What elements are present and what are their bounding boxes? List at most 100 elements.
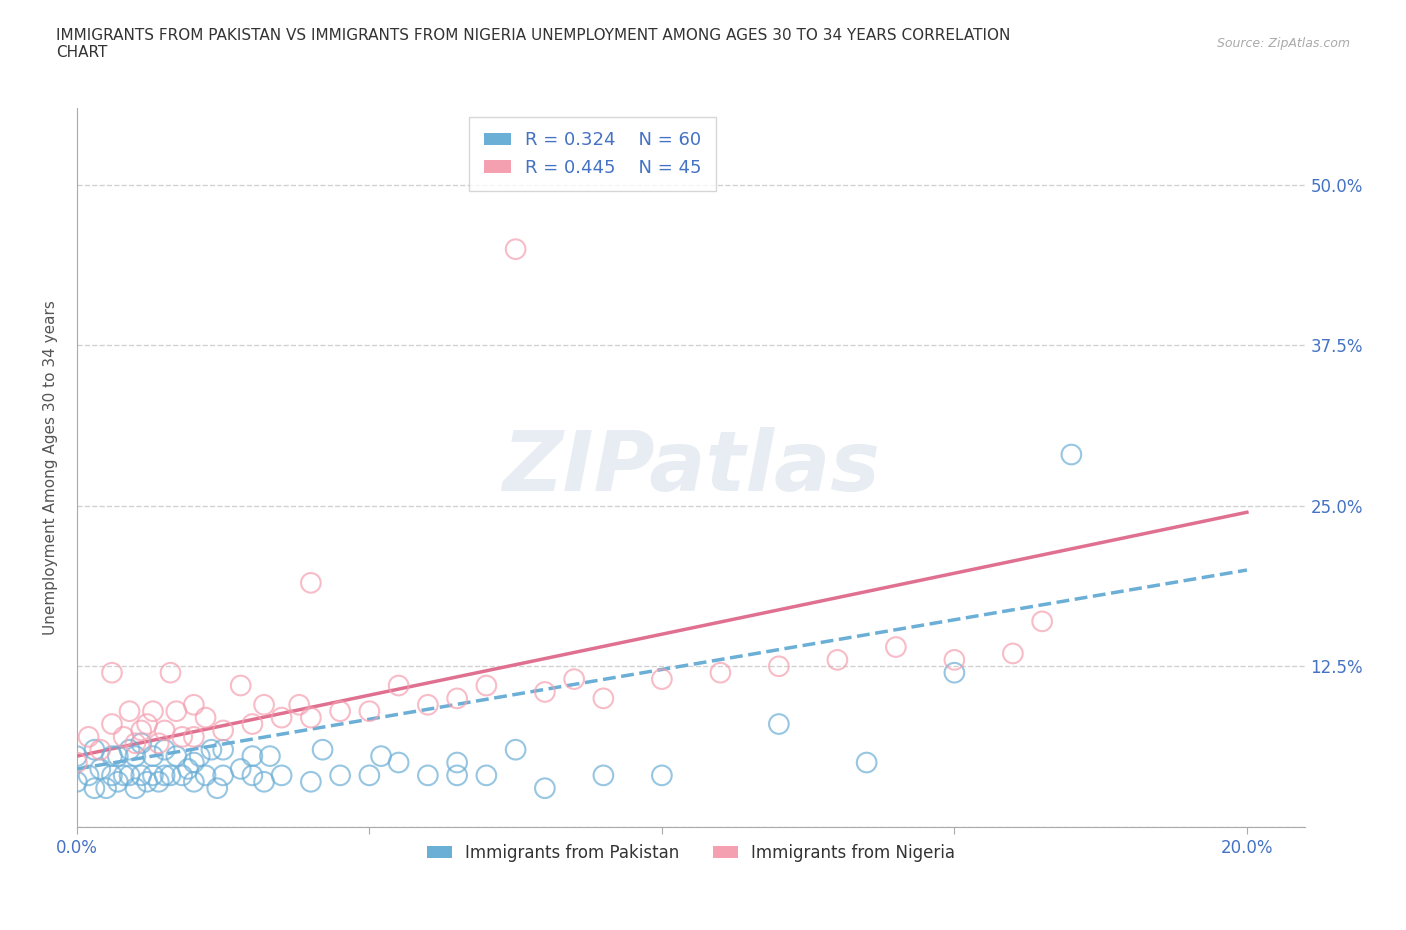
Point [66,755,89,770]
Point [200,742,222,757]
Point [288,698,311,712]
Point [592,768,614,783]
Point [270,768,292,783]
Point [165,704,187,719]
Point [101,749,124,764]
Point [66,775,89,790]
Text: ZIPatlas: ZIPatlas [502,427,880,508]
Point [83,742,105,757]
Point [359,704,381,719]
Point [153,723,176,737]
Point [101,717,124,732]
Point [77,729,100,744]
Point [94,781,117,796]
Point [89,742,111,757]
Y-axis label: Unemployment Among Ages 30 to 34 years: Unemployment Among Ages 30 to 34 years [44,299,58,635]
Point [153,742,176,757]
Point [370,749,392,764]
Point [259,749,281,764]
Point [534,781,557,796]
Point [651,768,673,783]
Point [194,768,217,783]
Point [299,576,322,591]
Point [188,749,211,764]
Point [101,665,124,680]
Point [768,717,790,732]
Point [562,671,585,686]
Point [118,742,141,757]
Point [212,723,235,737]
Point [183,775,205,790]
Point [118,704,141,719]
Point [446,768,468,783]
Point [153,768,176,783]
Point [446,755,468,770]
Point [136,717,159,732]
Point [177,762,200,777]
Point [240,717,263,732]
Point [207,781,229,796]
Point [299,711,322,725]
Point [148,736,170,751]
Point [943,665,966,680]
Point [416,768,439,783]
Point [229,762,252,777]
Point [101,768,124,783]
Point [112,729,135,744]
Point [388,755,411,770]
Point [183,755,205,770]
Point [270,711,292,725]
Point [129,736,152,751]
Point [768,658,790,673]
Point [709,665,731,680]
Point [183,698,205,712]
Point [172,768,194,783]
Point [107,749,129,764]
Point [159,768,181,783]
Point [943,653,966,668]
Point [299,775,322,790]
Point [136,775,159,790]
Point [240,768,263,783]
Point [253,698,276,712]
Point [77,768,100,783]
Point [194,711,217,725]
Point [142,768,165,783]
Point [124,749,146,764]
Point [651,671,673,686]
Point [124,781,146,796]
Text: IMMIGRANTS FROM PAKISTAN VS IMMIGRANTS FROM NIGERIA UNEMPLOYMENT AMONG AGES 30 T: IMMIGRANTS FROM PAKISTAN VS IMMIGRANTS F… [56,28,1011,60]
Point [112,768,135,783]
Point [183,729,205,744]
Point [142,749,165,764]
Point [212,742,235,757]
Point [148,775,170,790]
Point [107,775,129,790]
Point [1001,646,1024,661]
Point [475,768,498,783]
Point [505,742,527,757]
Point [311,742,333,757]
Point [124,736,146,751]
Point [89,762,111,777]
Point [329,704,352,719]
Point [129,768,152,783]
Point [66,749,89,764]
Point [229,678,252,693]
Point [534,684,557,699]
Point [416,698,439,712]
Point [505,242,527,257]
Point [884,640,907,655]
Point [253,775,276,790]
Point [827,653,849,668]
Text: Source: ZipAtlas.com: Source: ZipAtlas.com [1216,37,1350,50]
Legend: Immigrants from Pakistan, Immigrants from Nigeria: Immigrants from Pakistan, Immigrants fro… [420,837,962,869]
Point [1031,614,1053,629]
Point [118,768,141,783]
Point [446,691,468,706]
Point [855,755,877,770]
Point [1060,447,1083,462]
Point [159,665,181,680]
Point [388,678,411,693]
Point [142,704,165,719]
